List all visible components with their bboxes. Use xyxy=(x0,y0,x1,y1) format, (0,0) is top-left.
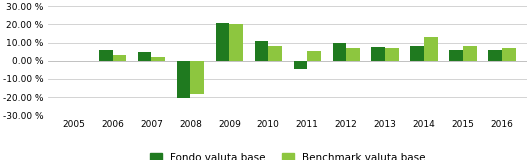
Bar xyxy=(268,46,282,61)
Bar xyxy=(463,46,476,61)
Bar xyxy=(190,61,204,94)
Bar xyxy=(99,50,112,61)
Bar xyxy=(254,41,268,61)
Legend: Fondo valuta base, Benchmark valuta base: Fondo valuta base, Benchmark valuta base xyxy=(149,153,426,160)
Bar xyxy=(177,61,190,98)
Bar xyxy=(138,52,152,61)
Bar xyxy=(449,50,463,61)
Bar xyxy=(502,48,516,61)
Bar xyxy=(424,37,438,61)
Bar xyxy=(307,51,321,61)
Bar xyxy=(346,48,360,61)
Bar xyxy=(372,47,385,61)
Bar xyxy=(332,44,346,61)
Bar xyxy=(385,48,399,61)
Bar xyxy=(152,57,165,61)
Bar xyxy=(112,55,126,61)
Bar xyxy=(216,23,229,61)
Bar xyxy=(229,24,243,61)
Bar xyxy=(410,46,424,61)
Bar xyxy=(488,50,502,61)
Bar xyxy=(294,61,307,69)
